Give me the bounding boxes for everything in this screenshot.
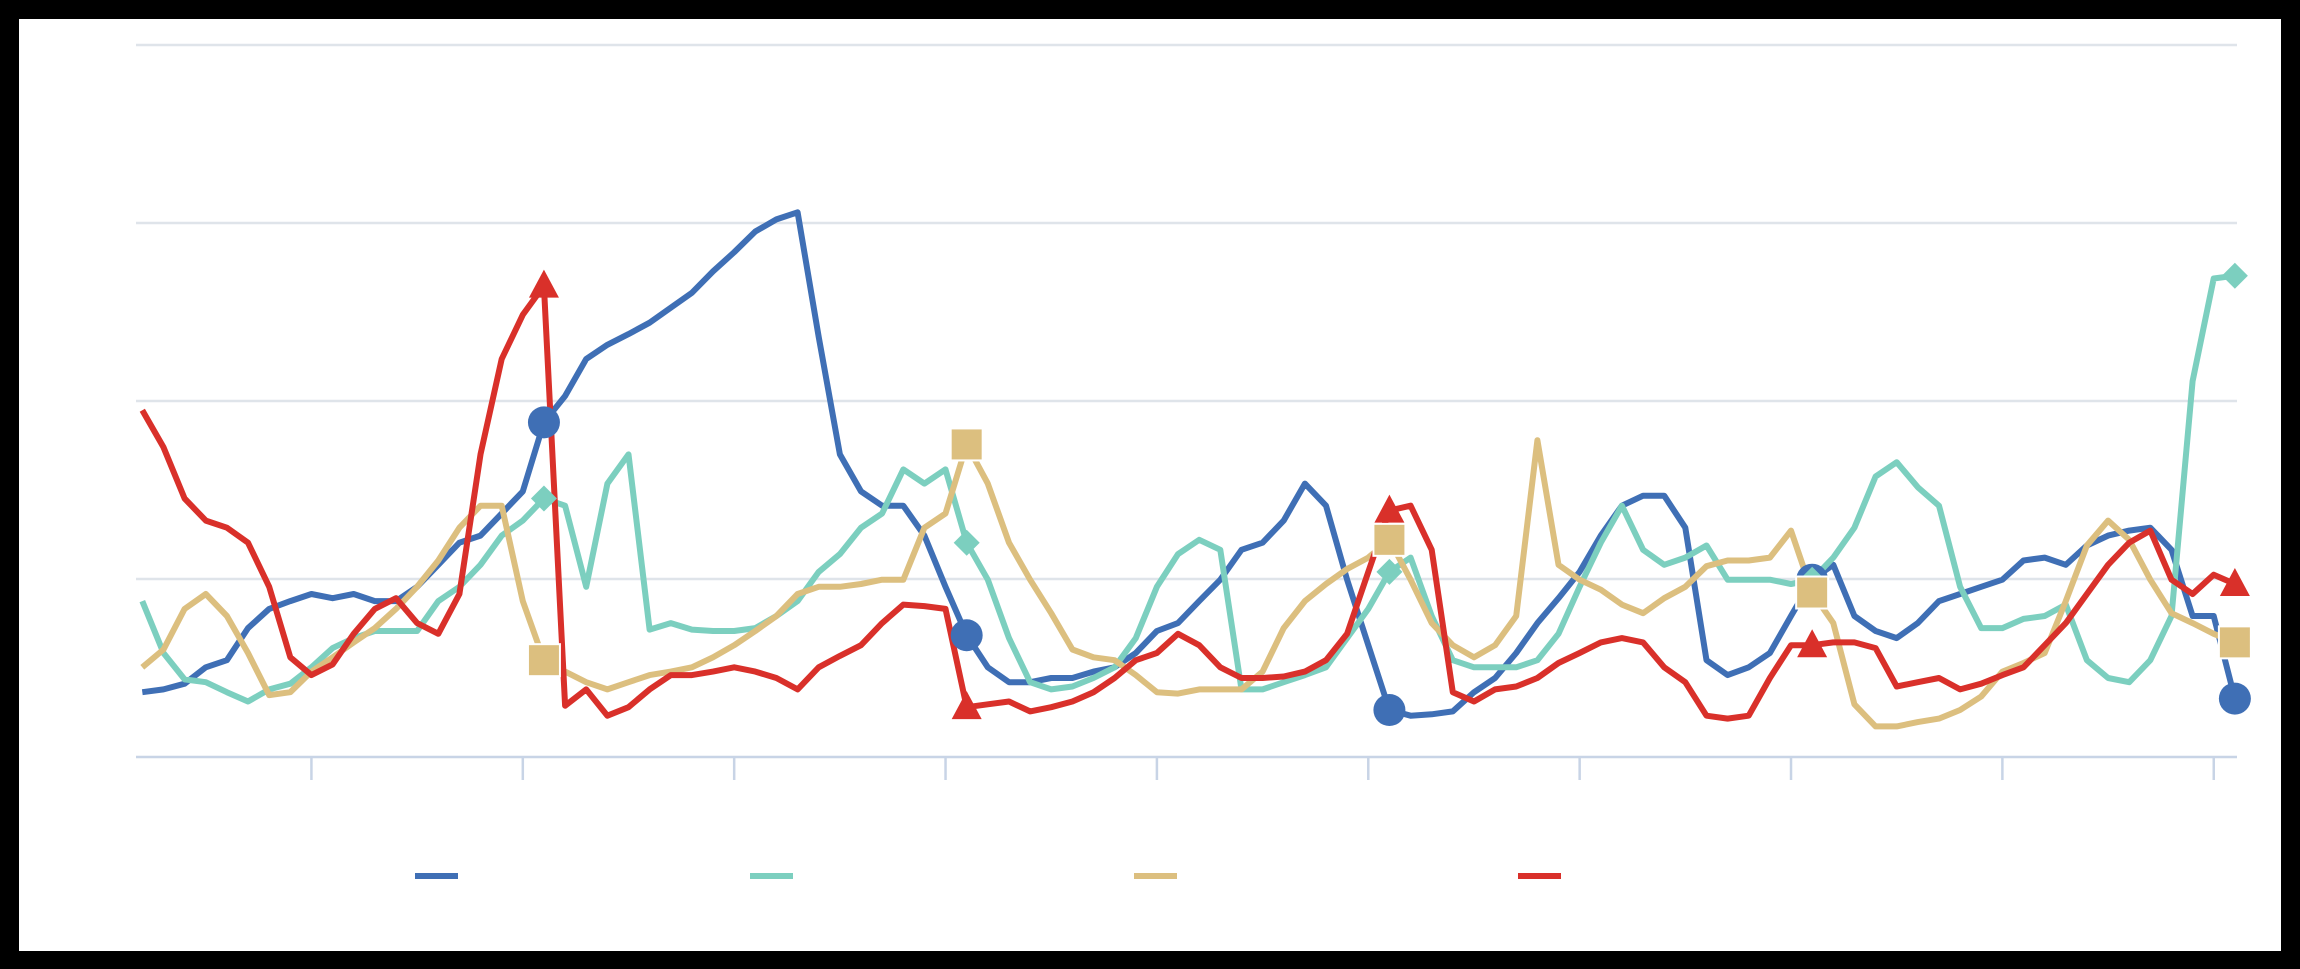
marker [950, 619, 983, 652]
marker [1372, 522, 1407, 557]
marker [526, 643, 561, 678]
marker [1376, 558, 1403, 585]
marker [951, 691, 982, 720]
series-line [140, 437, 2237, 730]
marker [1797, 629, 1828, 658]
marker [2221, 262, 2248, 289]
marker [2219, 567, 2250, 596]
marker [2218, 682, 2251, 715]
marker [530, 485, 557, 512]
series-line [139, 282, 2237, 722]
marker [2217, 625, 2252, 660]
marker [953, 529, 980, 556]
marker [949, 427, 984, 462]
series-line [139, 272, 2236, 705]
marker [527, 406, 560, 439]
marker [1374, 494, 1405, 523]
panel [19, 19, 2281, 951]
marker [528, 269, 559, 298]
marker [1373, 694, 1406, 727]
marker [1795, 575, 1830, 610]
series-line [141, 209, 2238, 719]
